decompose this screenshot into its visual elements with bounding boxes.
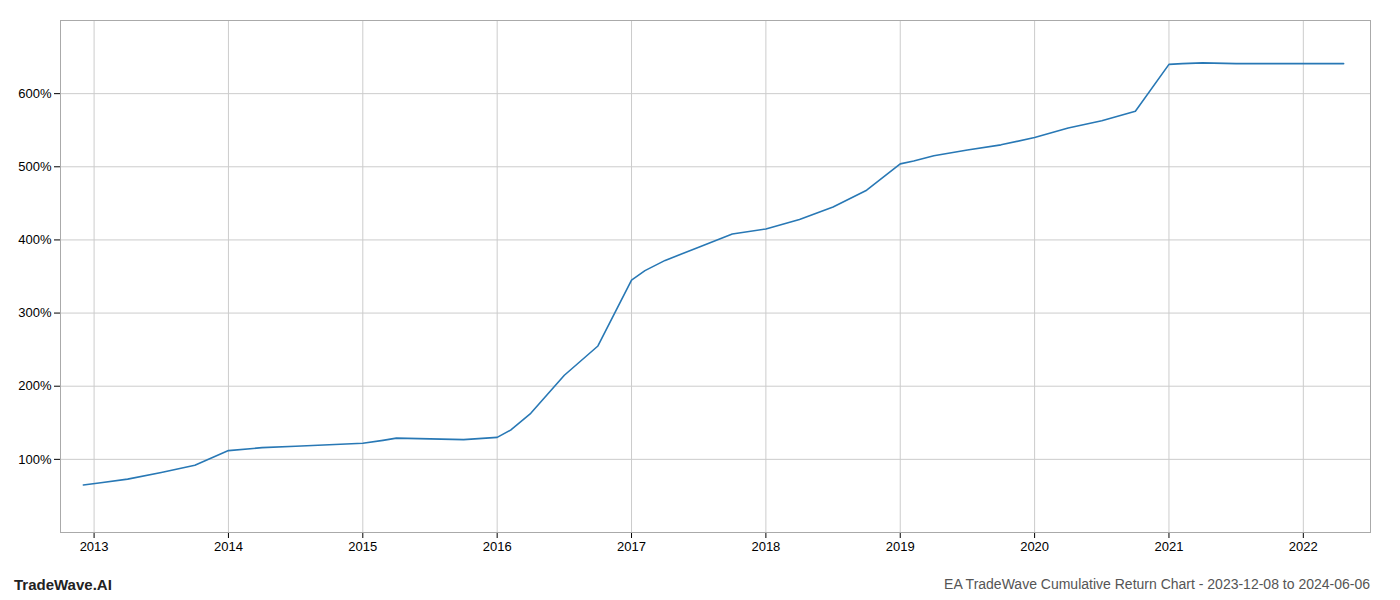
svg-text:600%: 600% [18,86,52,101]
svg-text:2015: 2015 [348,539,377,554]
svg-text:2014: 2014 [214,539,243,554]
svg-text:300%: 300% [18,305,52,320]
svg-text:2016: 2016 [483,539,512,554]
svg-text:2017: 2017 [617,539,646,554]
svg-text:2019: 2019 [886,539,915,554]
svg-text:500%: 500% [18,159,52,174]
html-text:EA TradeWave Cumulative Return: EA TradeWave Cumulative Return Chart - 2… [944,576,1370,592]
svg-text:100%: 100% [18,452,52,467]
svg-text:400%: 400% [18,232,52,247]
svg-text:2020: 2020 [1020,539,1049,554]
svg-text:2018: 2018 [751,539,780,554]
svg-text:2022: 2022 [1289,539,1318,554]
svg-text:2021: 2021 [1155,539,1184,554]
html-text:TradeWave.AI: TradeWave.AI [14,575,112,593]
svg-text:2013: 2013 [80,539,109,554]
svg-text:200%: 200% [18,378,52,393]
